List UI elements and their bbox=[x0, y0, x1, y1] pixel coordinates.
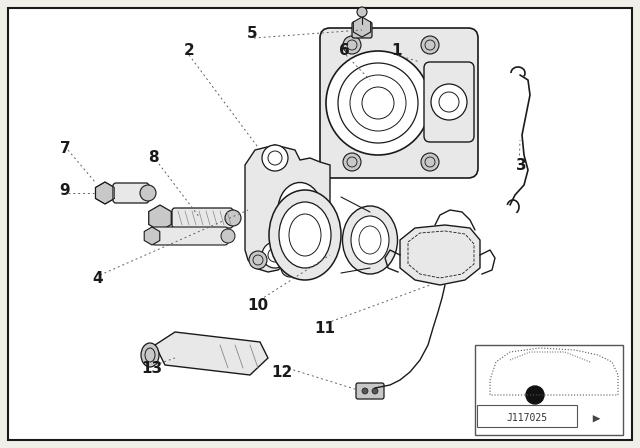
Text: 6: 6 bbox=[339, 43, 349, 57]
Polygon shape bbox=[148, 205, 172, 231]
Circle shape bbox=[343, 153, 361, 171]
Circle shape bbox=[343, 36, 361, 54]
Polygon shape bbox=[144, 227, 160, 245]
FancyBboxPatch shape bbox=[320, 28, 478, 178]
FancyBboxPatch shape bbox=[292, 247, 318, 269]
Circle shape bbox=[221, 229, 235, 243]
Circle shape bbox=[362, 388, 368, 394]
Circle shape bbox=[421, 153, 439, 171]
Ellipse shape bbox=[351, 216, 389, 264]
Text: 7: 7 bbox=[60, 141, 70, 155]
Ellipse shape bbox=[278, 182, 322, 237]
FancyBboxPatch shape bbox=[356, 383, 384, 399]
Ellipse shape bbox=[141, 343, 159, 367]
Text: 1: 1 bbox=[392, 43, 403, 57]
Circle shape bbox=[372, 388, 378, 394]
Text: 5: 5 bbox=[246, 26, 257, 40]
Ellipse shape bbox=[269, 190, 341, 280]
FancyBboxPatch shape bbox=[172, 208, 233, 228]
Circle shape bbox=[281, 259, 299, 277]
FancyBboxPatch shape bbox=[352, 22, 372, 38]
Text: 12: 12 bbox=[271, 365, 292, 379]
Ellipse shape bbox=[279, 202, 331, 268]
Text: 8: 8 bbox=[148, 150, 158, 164]
Circle shape bbox=[357, 7, 367, 17]
Text: 4: 4 bbox=[93, 271, 103, 285]
Circle shape bbox=[140, 185, 156, 201]
Polygon shape bbox=[95, 182, 115, 204]
Text: J117025: J117025 bbox=[506, 413, 548, 423]
Text: 11: 11 bbox=[314, 320, 335, 336]
Bar bbox=[477, 405, 577, 427]
Circle shape bbox=[262, 242, 288, 268]
Circle shape bbox=[326, 51, 430, 155]
Circle shape bbox=[431, 84, 467, 120]
FancyBboxPatch shape bbox=[113, 183, 149, 203]
Polygon shape bbox=[353, 17, 371, 37]
Text: ▲: ▲ bbox=[591, 414, 601, 422]
Polygon shape bbox=[400, 225, 480, 285]
Circle shape bbox=[526, 386, 544, 404]
Text: 9: 9 bbox=[60, 182, 70, 198]
Text: 10: 10 bbox=[248, 297, 269, 313]
Polygon shape bbox=[245, 145, 330, 272]
Polygon shape bbox=[155, 332, 268, 375]
Text: 2: 2 bbox=[184, 43, 195, 57]
FancyBboxPatch shape bbox=[424, 62, 474, 142]
Text: 13: 13 bbox=[141, 361, 163, 375]
Circle shape bbox=[249, 251, 267, 269]
Circle shape bbox=[225, 210, 241, 226]
Text: 3: 3 bbox=[516, 158, 526, 172]
Bar bbox=[475, 345, 623, 435]
Circle shape bbox=[262, 145, 288, 171]
Circle shape bbox=[421, 36, 439, 54]
FancyBboxPatch shape bbox=[152, 227, 228, 245]
Ellipse shape bbox=[342, 206, 397, 274]
